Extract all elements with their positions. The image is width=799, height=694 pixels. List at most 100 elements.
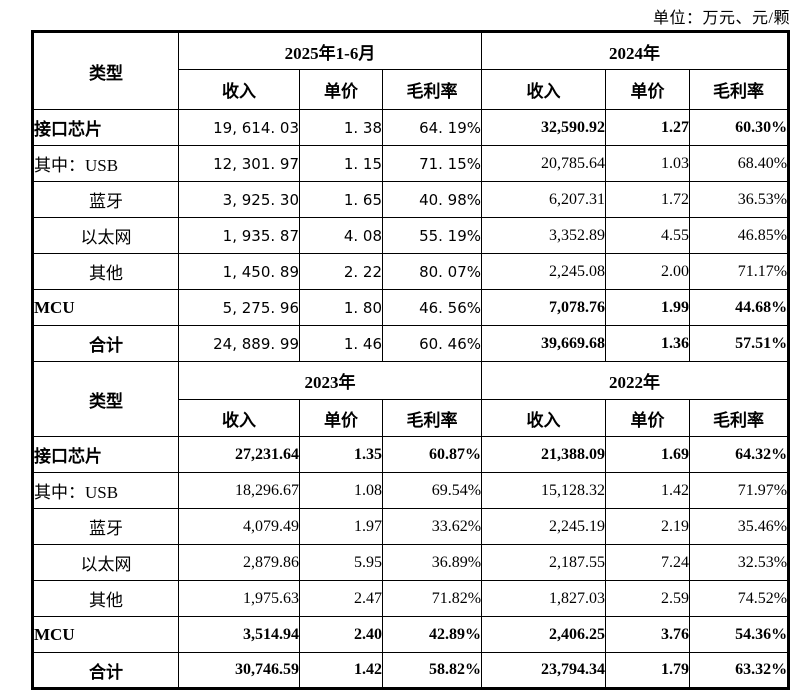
- unit-note: 单位：万元、元/颗: [653, 10, 790, 27]
- table-row-other: 其他 1, 450. 89 2. 22 80. 07% 2,245.08 2.0…: [32, 253, 790, 290]
- row-label: 接口芯片: [32, 109, 179, 146]
- cell-unit-price-2023: 5.95: [299, 544, 383, 581]
- cell-revenue-2022: 21,388.09: [481, 436, 607, 473]
- cell-revenue-2024: 7,078.76: [481, 289, 607, 326]
- row-label: 其中：USB: [32, 472, 179, 509]
- header-gross-margin-2024: 毛利率: [689, 69, 790, 110]
- cell-revenue-2024: 3,352.89: [481, 217, 607, 254]
- cell-gross-margin-2023: 58.82%: [381, 652, 483, 689]
- cell-gross-margin-2023: 33.62%: [381, 508, 483, 545]
- cell-revenue-2023: 1,975.63: [178, 580, 300, 617]
- cell-unit-price-2023: 1.35: [299, 436, 383, 473]
- header-period-2025h1: 2025年1-6月: [177, 31, 483, 70]
- row-label: 接口芯片: [32, 436, 179, 473]
- cell-unit-price-2023: 2.40: [299, 616, 383, 653]
- cell-gross-margin-2024: 68.40%: [689, 145, 790, 182]
- row-label: 合计: [32, 325, 179, 362]
- table-row-usb: 其中：USB 12, 301. 97 1. 15 71. 15% 20,785.…: [32, 145, 790, 182]
- header-revenue-2024: 收入: [481, 69, 607, 110]
- cell-gross-margin-2022: 74.52%: [689, 580, 790, 617]
- cell-unit-price-2022: 1.42: [605, 472, 691, 509]
- revenue-gross-margin-table: 类型 2025年1-6月 2024年 收入 单价 毛利率 收入 单价 毛利率 接…: [31, 30, 791, 690]
- cell-gross-margin-2023: 36.89%: [381, 544, 483, 581]
- cell-unit-price-2024: 4.55: [605, 217, 691, 254]
- table-row-mcu: MCU 3,514.94 2.40 42.89% 2,406.25 3.76 5…: [32, 616, 790, 653]
- table-row-total: 合计 24, 889. 99 1. 46 60. 46% 39,669.68 1…: [32, 325, 790, 362]
- cell-gross-margin-2023: 69.54%: [381, 472, 483, 509]
- cell-gross-margin-2025h1: 80. 07%: [381, 253, 483, 290]
- cell-gross-margin-2022: 54.36%: [689, 616, 790, 653]
- cell-gross-margin-2025h1: 40. 98%: [381, 181, 483, 218]
- cell-revenue-2024: 39,669.68: [481, 325, 607, 362]
- cell-gross-margin-2022: 32.53%: [689, 544, 790, 581]
- row-label: 合计: [32, 652, 179, 689]
- cell-revenue-2022: 2,245.19: [481, 508, 607, 545]
- table-row-interface-chips: 接口芯片 19, 614. 03 1. 38 64. 19% 32,590.92…: [32, 109, 790, 146]
- table-row-bluetooth: 蓝牙 4,079.49 1.97 33.62% 2,245.19 2.19 35…: [32, 508, 790, 545]
- cell-gross-margin-2025h1: 71. 15%: [381, 145, 483, 182]
- table-row-total: 合计 30,746.59 1.42 58.82% 23,794.34 1.79 …: [32, 652, 790, 689]
- header-revenue-2022: 收入: [481, 399, 607, 437]
- header-row-metrics-2: 收入 单价 毛利率 收入 单价 毛利率: [33, 399, 790, 437]
- header-unit-price-2024: 单价: [605, 69, 691, 110]
- row-label: 蓝牙: [32, 181, 179, 218]
- cell-unit-price-2025h1: 1. 65: [299, 181, 383, 218]
- header-unit-price-2022: 单价: [605, 399, 691, 437]
- cell-gross-margin-2022: 64.32%: [689, 436, 790, 473]
- cell-revenue-2025h1: 24, 889. 99: [178, 325, 300, 362]
- header-gross-margin-2022: 毛利率: [689, 399, 790, 437]
- header-row-periods-1: 类型 2025年1-6月 2024年: [32, 31, 790, 110]
- cell-revenue-2025h1: 3, 925. 30: [178, 181, 300, 218]
- cell-unit-price-2025h1: 2. 22: [299, 253, 383, 290]
- cell-unit-price-2024: 1.99: [605, 289, 691, 326]
- cell-gross-margin-2023: 42.89%: [381, 616, 483, 653]
- table-row-usb: 其中：USB 18,296.67 1.08 69.54% 15,128.32 1…: [32, 472, 790, 509]
- cell-unit-price-2022: 1.69: [605, 436, 691, 473]
- table-row-interface-chips: 接口芯片 27,231.64 1.35 60.87% 21,388.09 1.6…: [32, 436, 790, 473]
- cell-unit-price-2025h1: 1. 80: [299, 289, 383, 326]
- header-gross-margin-2025h1: 毛利率: [381, 69, 483, 110]
- cell-unit-price-2024: 1.36: [605, 325, 691, 362]
- cell-gross-margin-2025h1: 46. 56%: [381, 289, 483, 326]
- cell-revenue-2023: 4,079.49: [178, 508, 300, 545]
- cell-gross-margin-2024: 46.85%: [689, 217, 790, 254]
- cell-gross-margin-2024: 36.53%: [689, 181, 790, 218]
- cell-revenue-2024: 32,590.92: [481, 109, 607, 146]
- header-period-2023: 2023年: [177, 361, 483, 400]
- cell-revenue-2025h1: 19, 614. 03: [178, 109, 300, 146]
- header-revenue-2025h1: 收入: [178, 69, 300, 110]
- cell-revenue-2023: 30,746.59: [178, 652, 300, 689]
- cell-unit-price-2023: 1.42: [299, 652, 383, 689]
- cell-unit-price-2025h1: 1. 38: [299, 109, 383, 146]
- header-gross-margin-2023: 毛利率: [381, 399, 483, 437]
- cell-revenue-2025h1: 5, 275. 96: [178, 289, 300, 326]
- cell-unit-price-2022: 1.79: [605, 652, 691, 689]
- row-label: 以太网: [32, 544, 179, 581]
- cell-unit-price-2025h1: 1. 46: [299, 325, 383, 362]
- cell-revenue-2022: 23,794.34: [481, 652, 607, 689]
- table-row-mcu: MCU 5, 275. 96 1. 80 46. 56% 7,078.76 1.…: [32, 289, 790, 326]
- header-type-1: 类型: [32, 31, 179, 110]
- cell-unit-price-2024: 2.00: [605, 253, 691, 290]
- cell-revenue-2023: 2,879.86: [178, 544, 300, 581]
- cell-gross-margin-2022: 35.46%: [689, 508, 790, 545]
- cell-unit-price-2023: 1.97: [299, 508, 383, 545]
- cell-revenue-2024: 20,785.64: [481, 145, 607, 182]
- table-row-other: 其他 1,975.63 2.47 71.82% 1,827.03 2.59 74…: [32, 580, 790, 617]
- row-label: 其他: [32, 580, 179, 617]
- cell-unit-price-2025h1: 1. 15: [299, 145, 383, 182]
- cell-gross-margin-2023: 60.87%: [381, 436, 483, 473]
- cell-unit-price-2022: 3.76: [605, 616, 691, 653]
- cell-unit-price-2023: 2.47: [299, 580, 383, 617]
- cell-revenue-2025h1: 1, 935. 87: [178, 217, 300, 254]
- cell-gross-margin-2022: 63.32%: [689, 652, 790, 689]
- header-row-metrics-1: 收入 单价 毛利率 收入 单价 毛利率: [33, 69, 790, 110]
- cell-gross-margin-2024: 44.68%: [689, 289, 790, 326]
- cell-revenue-2025h1: 1, 450. 89: [178, 253, 300, 290]
- cell-revenue-2022: 2,187.55: [481, 544, 607, 581]
- header-row-periods-2: 类型 2023年 2022年: [32, 361, 790, 437]
- row-label: MCU: [32, 616, 179, 653]
- cell-revenue-2022: 2,406.25: [481, 616, 607, 653]
- cell-gross-margin-2024: 71.17%: [689, 253, 790, 290]
